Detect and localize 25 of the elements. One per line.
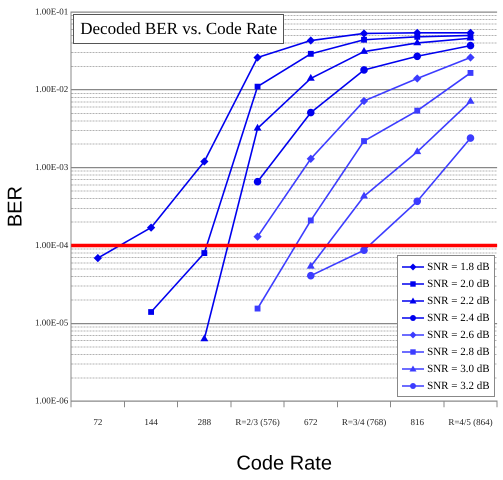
y-axis-title: BER (4, 186, 27, 228)
legend-label: SNR = 2.2 dB (427, 294, 490, 307)
y-tick-label: 1.00E-05 (34, 318, 69, 328)
x-tick-label: R=3/4 (768) (342, 416, 386, 427)
x-tick-label: 672 (304, 416, 318, 427)
legend-label: SNR = 2.6 dB (427, 328, 490, 341)
y-tick-label: 1.00E-01 (34, 6, 68, 16)
x-tick-label: 72 (93, 416, 102, 427)
legend-label: SNR = 2.4 dB (427, 312, 490, 324)
y-tick-label: 1.00E-03 (34, 162, 69, 172)
legend-label: SNR = 1.8 dB (427, 260, 490, 273)
legend-label: SNR = 3.2 dB (427, 380, 490, 392)
x-tick-label: 144 (144, 416, 158, 427)
y-tick-label: 1.00E-02 (34, 84, 68, 94)
x-tick-label: R=2/3 (576) (235, 416, 280, 427)
y-tick-label: 1.00E-04 (34, 240, 69, 250)
x-tick-label: 288 (198, 416, 212, 427)
legend-label: SNR = 3.0 dB (427, 362, 490, 375)
legend-label: SNR = 2.0 dB (427, 278, 490, 290)
x-tick-label: R=4/5 (864) (448, 416, 493, 427)
legend-label: SNR = 2.8 dB (427, 346, 490, 358)
y-tick-label: 1.00E-06 (34, 396, 69, 406)
x-axis-title: Code Rate (236, 452, 332, 475)
chart-title: Decoded BER vs. Code Rate (73, 14, 284, 44)
x-tick-label: 816 (410, 416, 425, 427)
